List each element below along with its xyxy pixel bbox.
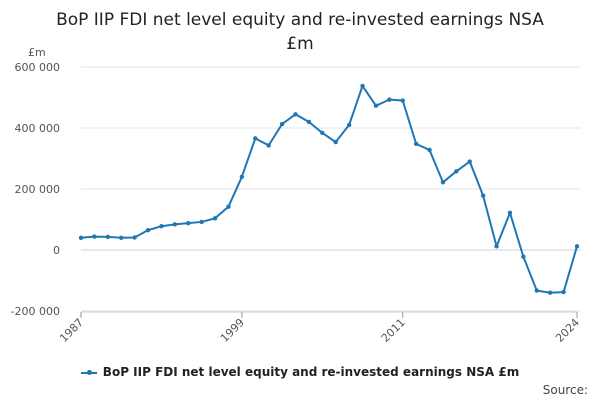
data-point <box>521 254 526 259</box>
y-tick-label: 200 000 <box>15 183 61 196</box>
data-point <box>92 234 97 239</box>
y-tick-label: 0 <box>53 244 60 257</box>
chart-title-line-1: BoP IIP FDI net level equity and re-inve… <box>56 10 544 30</box>
y-tick-label: 400 000 <box>15 122 61 135</box>
data-point <box>132 235 137 240</box>
data-point <box>199 219 204 225</box>
data-point <box>119 235 124 240</box>
source-label: Source: <box>542 383 588 397</box>
data-point <box>360 83 365 89</box>
x-tick-label: 1999 <box>218 316 247 345</box>
data-point <box>78 235 84 240</box>
y-tick-label: -200 000 <box>11 305 60 318</box>
data-point <box>346 122 352 128</box>
data-point <box>306 119 312 125</box>
series-line <box>80 84 578 294</box>
series-group <box>78 83 580 295</box>
data-point <box>494 244 499 249</box>
data-point <box>253 136 258 141</box>
data-point <box>226 204 231 209</box>
data-point <box>440 180 446 185</box>
x-tick-label: 1987 <box>57 316 86 345</box>
data-point <box>480 193 486 198</box>
x-axis: 1987 1999 2011 2024 <box>57 311 582 345</box>
data-point <box>534 288 539 293</box>
legend-label: BoP IIP FDI net level equity and re-inve… <box>102 365 520 379</box>
data-point <box>547 290 553 295</box>
x-tick-label: 2011 <box>379 316 408 345</box>
data-point <box>172 222 178 227</box>
data-point <box>145 227 151 233</box>
x-tick-label: 2024 <box>553 316 582 345</box>
gridlines <box>81 66 581 312</box>
data-point <box>574 244 580 249</box>
data-point <box>266 143 271 148</box>
data-point <box>454 169 459 174</box>
data-point <box>387 97 392 102</box>
data-point <box>105 234 111 240</box>
chart-title: BoP IIP FDI net level equity and re-inve… <box>0 8 600 56</box>
data-point <box>159 224 164 229</box>
data-point <box>373 103 379 108</box>
y-axis-unit-label: £m <box>28 46 46 59</box>
y-tick-label: 600 000 <box>15 61 61 74</box>
data-point <box>561 289 566 295</box>
y-axis: -200 000 0 200 000 400 000 600 000 <box>11 61 60 318</box>
data-point <box>320 130 325 136</box>
data-point <box>507 210 513 215</box>
chart-title-line-2: £m <box>286 34 314 54</box>
legend: BoP IIP FDI net level equity and re-inve… <box>0 365 600 379</box>
data-point <box>239 174 245 179</box>
data-point <box>333 139 338 145</box>
legend-swatch <box>80 369 97 375</box>
data-point <box>212 216 218 221</box>
data-point <box>400 98 405 103</box>
data-point <box>427 147 432 153</box>
data-point <box>293 112 298 117</box>
data-point <box>413 141 419 147</box>
data-point <box>186 220 191 226</box>
data-point <box>467 159 472 164</box>
data-point <box>279 121 285 127</box>
